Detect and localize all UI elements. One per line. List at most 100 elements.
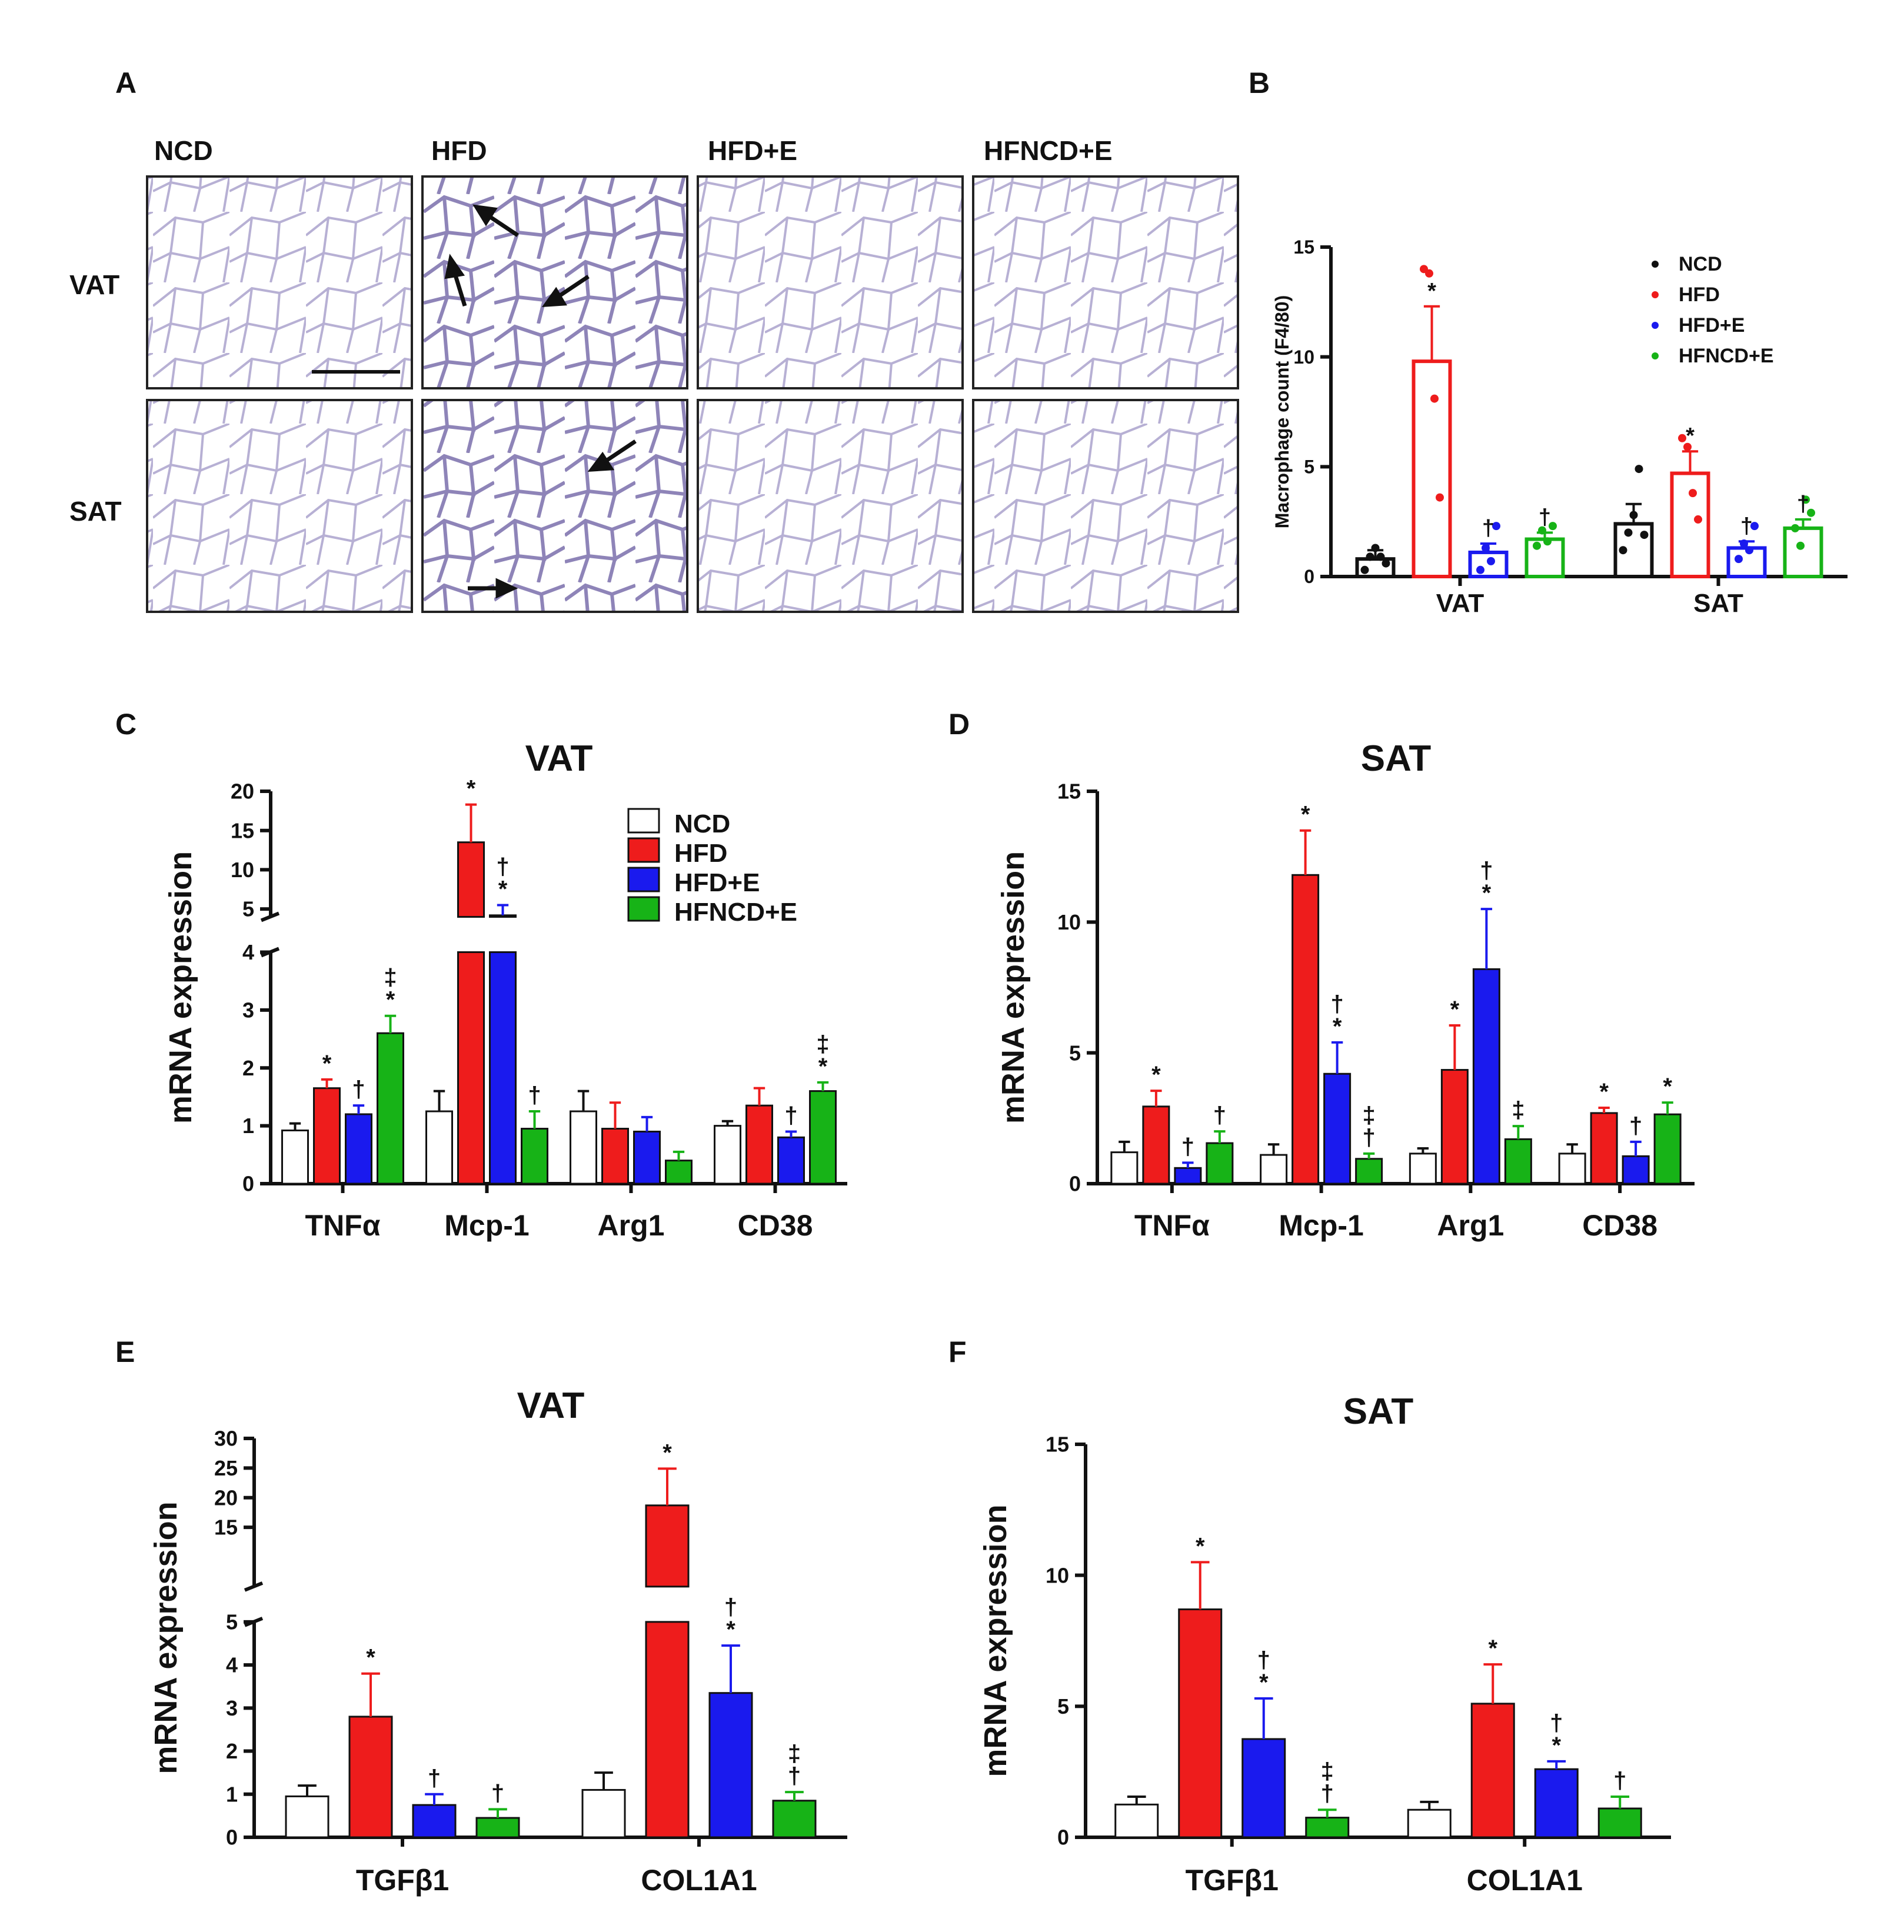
bar-d-hfd-e-cd38 [1622,1155,1650,1185]
y-tick-label: 1 [226,1782,238,1806]
y-tick-label: 15 [214,1515,238,1540]
legend-swatch-ncd [627,808,660,834]
data-point [1791,524,1799,532]
panel-label-d: D [948,708,970,741]
data-point [1635,465,1643,474]
significance-mark: † [724,1594,737,1620]
legend-marker-hfd-e [1652,322,1659,329]
axis-break-mark [244,1581,264,1592]
y-tick-label: 2 [226,1739,238,1763]
significance-mark: ‡ [1363,1102,1376,1128]
x-tick-label: Mcp-1 [1279,1209,1363,1242]
significance-mark: † [496,854,509,880]
bar-f-hfncd-e-tgf-1 [1305,1817,1350,1838]
bar-e-hfncd-e-col1a1 [772,1800,817,1838]
image-sat-hfd [421,399,688,613]
significance-mark: * [1333,1014,1342,1040]
y-tick-label: 5 [1069,1041,1081,1065]
bar-d-ncd-tnf [1110,1151,1139,1185]
bar-b-hfd-e-vat [1468,550,1509,579]
data-point [1619,546,1627,555]
data-point [1476,565,1484,574]
data-point [1750,522,1759,531]
data-point [1366,552,1374,561]
bar-c-hfd-e-arg1 [633,1130,661,1185]
significance-mark: † [788,1763,801,1789]
col-label-hfd-e: HFD+E [708,135,797,166]
x-tick-label: Arg1 [1437,1209,1504,1242]
significance-mark: ‡ [788,1741,801,1767]
significance-mark: † [491,1780,504,1806]
significance-mark: † [1363,1125,1376,1151]
y-tick-label: 0 [242,1172,254,1196]
bar-d-hfd-mcp-1 [1291,874,1320,1185]
y-tick-label: 3 [226,1696,238,1720]
row-label-vat: VAT [69,269,119,300]
bar-c-hfncd-e-cd38 [809,1090,837,1185]
y-tick-label: 4 [242,940,254,964]
bar-f-hfncd-e-col1a1 [1597,1807,1642,1838]
col-label-hfncd-e: HFNCD+E [984,135,1113,166]
significance-mark: * [1663,1074,1672,1100]
bar-c-hfd-e-cd38 [777,1136,805,1185]
y-axis-label: mRNA expression [996,851,1031,1124]
y-tick-label: 25 [214,1456,238,1480]
data-point [1482,544,1490,552]
y-tick-label: 15 [231,818,254,842]
image-vat-hfncd-e [972,175,1239,389]
significance-mark: † [1797,492,1809,517]
legend-label-ncd: NCD [674,810,730,838]
arrow-icon [444,204,637,599]
significance-mark: † [428,1766,441,1791]
legend-marker-hfd [1652,291,1659,298]
data-point [1802,495,1810,504]
significance-mark: ‡ [816,1031,829,1057]
significance-mark: † [1550,1710,1563,1736]
legend-label-hfncd-e: HFNCD+E [1679,345,1774,367]
bar-d-hfncd-e-mcp-1 [1355,1158,1383,1185]
y-tick-label: 5 [242,897,254,921]
bar-e-hfncd-e-tgf-1 [475,1817,520,1838]
data-point [1538,526,1546,535]
legend-label-hfd: HFD [674,839,727,868]
legend-label-ncd: NCD [1679,253,1722,275]
bar-f-hfd-tgf-1 [1178,1608,1223,1838]
bar-e-hfd-e-tgf-1 [412,1804,457,1838]
significance-mark: † [1181,1134,1194,1160]
data-point [1487,557,1495,565]
bar-b-hfncd-e-vat [1524,537,1565,578]
data-point [1740,539,1748,548]
y-tick-label: 15 [1057,780,1081,804]
significance-mark: † [1321,1781,1334,1807]
bar-b-hfd-vat [1412,359,1452,579]
significance-mark: † [1482,516,1494,541]
data-point [1371,544,1380,552]
significance-mark: † [1613,1768,1626,1794]
y-tick-label: 10 [1046,1563,1069,1587]
y-tick-label: 4 [226,1653,238,1677]
data-point [1689,489,1697,498]
image-vat-ncd [146,175,413,389]
x-tick-label: TNFα [305,1209,381,1242]
y-tick-label: 5 [1057,1694,1069,1718]
significance-mark: * [1552,1733,1561,1758]
image-sat-hfd-e [697,399,964,613]
bar-e-ncd-col1a1 [581,1788,626,1838]
x-tick-label: SAT [1693,589,1743,618]
data-point [1436,493,1444,502]
legend-label-hfd: HFD [1679,284,1720,306]
y-tick-label: 0 [1057,1826,1069,1850]
y-tick-label: 3 [242,998,254,1022]
image-sat-ncd [146,399,413,613]
x-tick-label: CD38 [1582,1209,1657,1242]
bar-c-hfncd-e-tnf [377,1032,404,1185]
y-tick-label: 10 [1057,910,1081,934]
y-tick-label: 15 [1046,1433,1069,1457]
y-tick-label: 0 [1069,1172,1081,1196]
image-vat-hfd-e [697,175,964,389]
data-point [1533,541,1541,550]
bar-f-ncd-tgf-1 [1114,1803,1159,1838]
